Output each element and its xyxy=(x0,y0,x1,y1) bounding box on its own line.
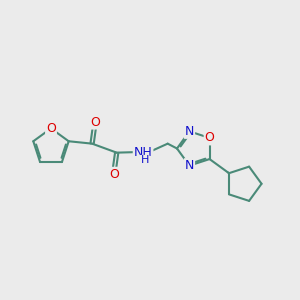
Text: O: O xyxy=(109,168,118,181)
Text: O: O xyxy=(46,122,56,135)
Text: H: H xyxy=(140,155,149,166)
Text: N: N xyxy=(185,125,194,138)
Text: NH: NH xyxy=(134,146,152,159)
Text: O: O xyxy=(205,131,214,144)
Text: N: N xyxy=(185,159,194,172)
Text: O: O xyxy=(90,116,100,129)
